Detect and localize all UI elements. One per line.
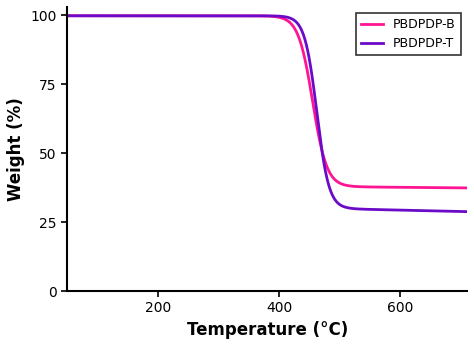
- PBDPDP-T: [413, 208, 419, 212]
- PBDPDP-T: [134, 14, 139, 18]
- PBDPDP-B: [456, 186, 462, 190]
- PBDPDP-B: [235, 14, 241, 18]
- PBDPDP-B: [413, 185, 419, 190]
- Line: PBDPDP-T: PBDPDP-T: [67, 16, 467, 212]
- Line: PBDPDP-B: PBDPDP-B: [67, 16, 467, 188]
- PBDPDP-B: [134, 14, 139, 18]
- Y-axis label: Weight (%): Weight (%): [7, 97, 25, 201]
- PBDPDP-T: [235, 14, 241, 18]
- PBDPDP-B: [464, 186, 470, 190]
- PBDPDP-B: [64, 14, 70, 18]
- PBDPDP-T: [456, 209, 462, 213]
- PBDPDP-T: [464, 210, 470, 214]
- PBDPDP-T: [110, 14, 116, 18]
- Legend: PBDPDP-B, PBDPDP-T: PBDPDP-B, PBDPDP-T: [356, 13, 461, 55]
- PBDPDP-B: [110, 14, 116, 18]
- PBDPDP-T: [218, 14, 223, 18]
- X-axis label: Temperature (°C): Temperature (°C): [187, 321, 348, 339]
- PBDPDP-B: [218, 14, 223, 18]
- PBDPDP-T: [64, 14, 70, 18]
